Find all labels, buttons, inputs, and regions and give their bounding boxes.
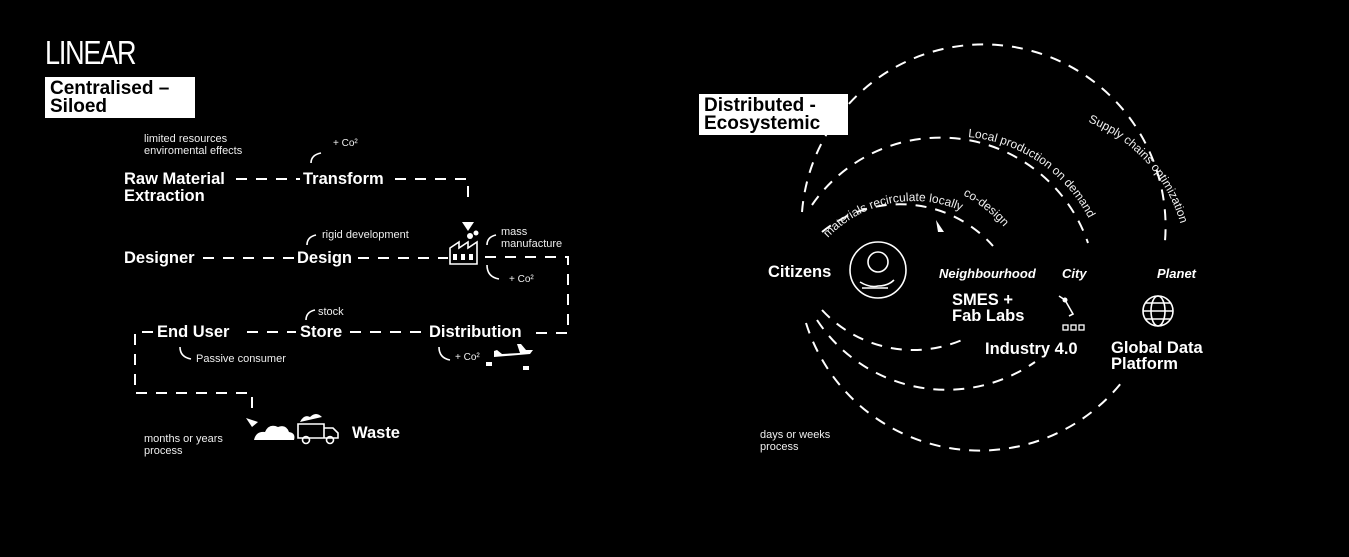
globe-icon (1142, 295, 1174, 327)
linear-flow-lines (134, 178, 569, 412)
garbage-truck-icon (297, 414, 339, 445)
note-resources-line1: limited resources (144, 133, 228, 145)
arc-label-codesign: co-design (962, 185, 1012, 229)
earth-hands-icon (849, 241, 907, 299)
actor-global-line2: Platform (1111, 355, 1178, 373)
note-mass-line2: manufacture (501, 238, 563, 250)
actor-global-line1: Global Data (1111, 339, 1203, 357)
distributed-subtitle-line1: Distributed - (704, 95, 816, 116)
note-time-linear-line2: process (144, 445, 183, 457)
actor-smes-line1: SMES + (952, 291, 1013, 309)
robot-arm-icon (1058, 295, 1085, 331)
node-raw-material: Raw Material Extraction (124, 171, 225, 205)
scale-neighbourhood: Neighbourhood (939, 266, 1036, 281)
cloud-icon (254, 425, 295, 440)
node-store: Store (300, 323, 343, 341)
actor-smes-fablabs: SMES + Fab Labs (952, 291, 1025, 325)
actor-smes-line2: Fab Labs (952, 307, 1025, 325)
distributed-subtitle-line2: Ecosystemic (704, 113, 821, 134)
arc-label-recirculate: materials recirculate locally (820, 190, 965, 240)
note-mass-line1: mass (501, 226, 528, 238)
note-time-distributed-line2: process (760, 441, 799, 453)
distributed-arcs (801, 43, 1167, 452)
note-passive: Passive consumer (196, 353, 286, 365)
note-time-linear: months or years process (144, 433, 223, 457)
node-design: Design (297, 249, 353, 267)
node-waste: Waste (352, 424, 400, 442)
note-resources: limited resources enviromental effects (144, 133, 242, 157)
note-co2-distribution: + Co² (455, 352, 480, 363)
airplane-icon (486, 344, 533, 370)
scale-city: City (1062, 266, 1087, 281)
linear-subtitle-line1: Centralised – (50, 78, 170, 99)
note-time-distributed: days or weeks process (760, 429, 830, 453)
node-raw-line2: Extraction (124, 187, 205, 205)
node-transform: Transform (303, 170, 384, 188)
note-stock: stock (318, 306, 344, 318)
note-resources-line2: enviromental effects (144, 145, 243, 157)
linear-subtitle-line2: Siloed (50, 96, 108, 117)
scale-planet: Planet (1157, 266, 1197, 281)
note-co2-factory: + Co² (509, 274, 534, 285)
note-time-distributed-line1: days or weeks (760, 429, 831, 441)
node-end-user: End User (157, 323, 230, 341)
note-mass: mass manufacture (501, 226, 562, 250)
distributed-subtitle-tag: Distributed - Ecosystemic (699, 94, 849, 135)
note-co2-transform: + Co² (333, 138, 358, 149)
linear-subtitle-tag: Centralised – Siloed (45, 77, 196, 118)
arc-label-supply-chains: Supply chains optimization (1087, 112, 1191, 225)
actor-global-data-platform: Global Data Platform (1111, 339, 1203, 373)
node-designer: Designer (124, 249, 195, 267)
linear-title: LINEAR (45, 34, 137, 71)
node-distribution: Distribution (429, 323, 522, 341)
note-rigid: rigid development (322, 229, 409, 241)
actor-industry: Industry 4.0 (985, 340, 1078, 358)
linear-hooks (179, 152, 500, 361)
factory-icon (449, 230, 479, 265)
linear-arrows (246, 222, 474, 427)
note-time-linear-line1: months or years (144, 433, 223, 445)
node-raw-line1: Raw Material (124, 170, 225, 188)
scale-citizens: Citizens (768, 263, 832, 281)
